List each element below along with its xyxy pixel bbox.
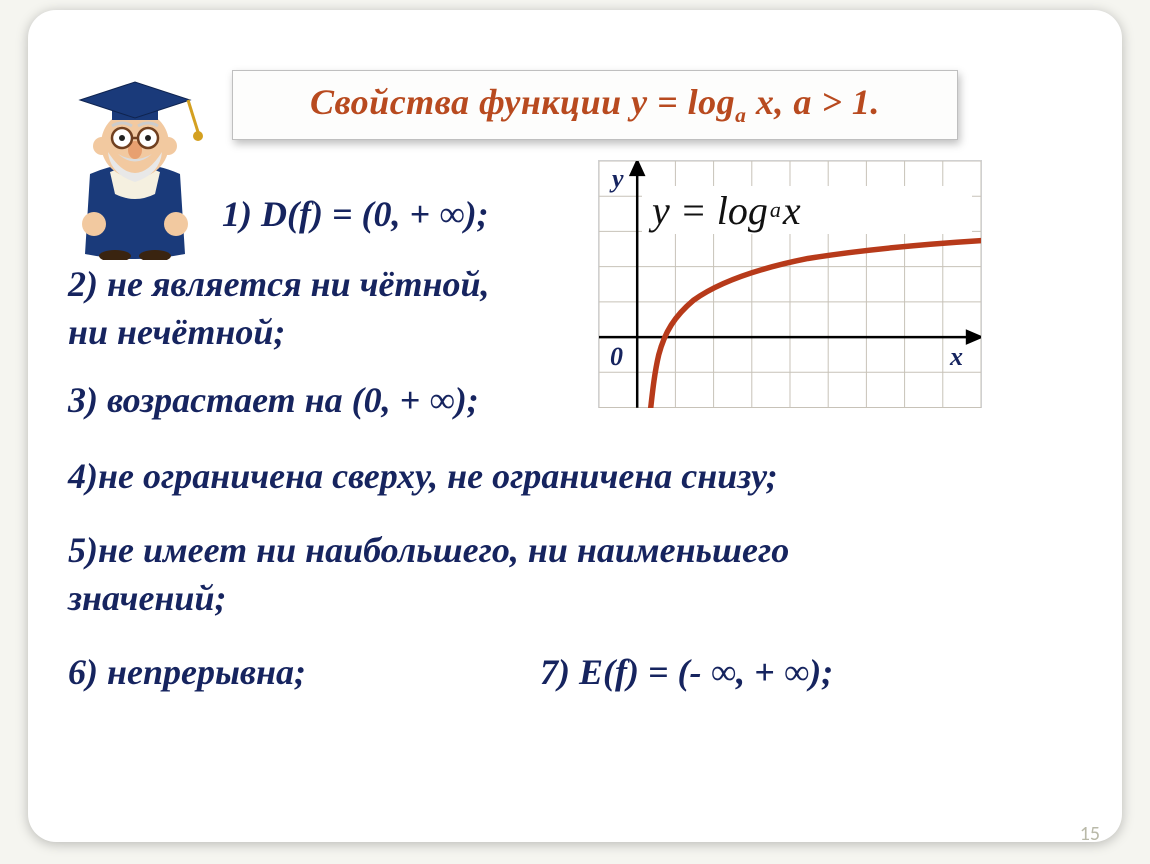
property-1: 1) D(f) = (0, + ∞); <box>222 192 489 237</box>
origin-label: 0 <box>610 342 623 372</box>
slide-title: Свойства функции y = loga x, a > 1. <box>310 81 880 128</box>
property-6: 6) непрерывна; <box>68 650 306 695</box>
x-axis-label: x <box>950 342 963 372</box>
property-5-line2: значений; <box>68 576 226 621</box>
property-3: 3) возрастает на (0, + ∞); <box>68 378 479 423</box>
property-5-line1: 5)не имеет ни наибольшего, ни наименьшег… <box>68 528 789 573</box>
title-box: Свойства функции y = loga x, a > 1. <box>232 70 958 140</box>
page-number: 15 <box>1080 822 1100 846</box>
y-axis-label: y <box>612 164 624 194</box>
property-2-line2: ни нечётной; <box>68 310 285 355</box>
property-2-line1: 2) не является ни чётной, <box>68 262 490 307</box>
chart-formula: y = loga x <box>642 186 972 234</box>
professor-mascot-icon <box>50 54 220 260</box>
property-4: 4)не ограничена сверху, не ограничена сн… <box>68 454 778 499</box>
property-7: 7) E(f) = (- ∞, + ∞); <box>540 650 833 695</box>
